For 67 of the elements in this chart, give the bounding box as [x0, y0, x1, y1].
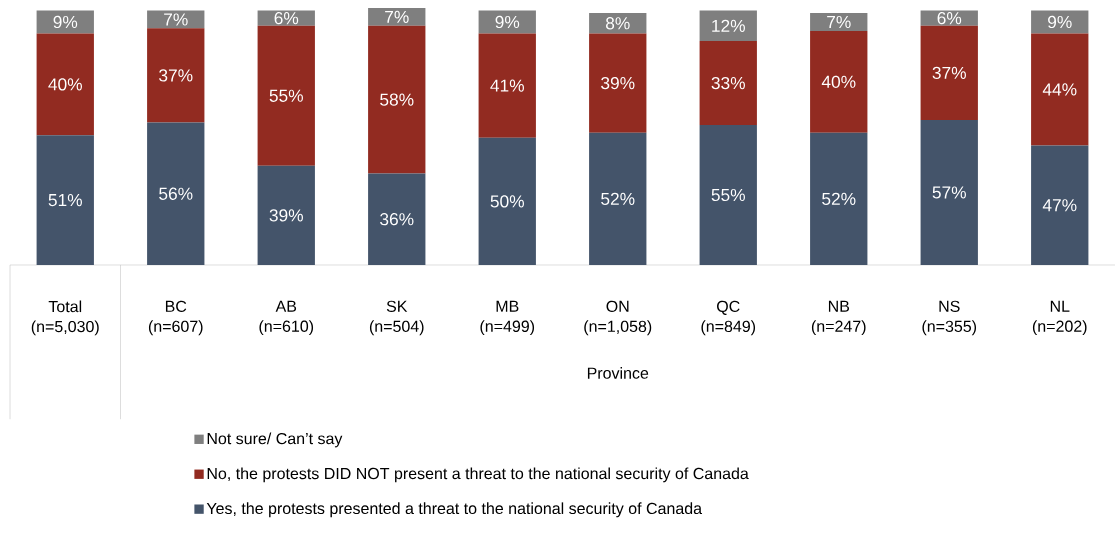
bar — [257, 165, 315, 265]
data-label: 6% — [274, 12, 299, 25]
data-label: 41% — [490, 79, 524, 92]
data-label: 44% — [1042, 83, 1077, 96]
bar — [147, 122, 205, 265]
bar — [920, 119, 978, 265]
bar — [257, 25, 315, 166]
bar — [478, 33, 536, 138]
bar — [699, 10, 757, 42]
bar — [589, 33, 647, 133]
x-tick-label: ON (n=1,058) — [584, 300, 652, 336]
x-tick-label: QC (n=849) — [701, 300, 756, 336]
data-label: 33% — [711, 76, 745, 90]
bar — [810, 132, 868, 265]
bar — [478, 137, 536, 265]
data-label: 55% — [269, 89, 303, 102]
data-label: 47% — [1042, 199, 1077, 212]
x-tick-label: NS (n=355) — [922, 300, 977, 336]
bar — [368, 173, 426, 265]
data-label: 12% — [712, 19, 745, 32]
bar — [699, 125, 757, 265]
data-label: 7% — [385, 10, 409, 23]
bar — [1031, 33, 1089, 146]
legend-label: Yes, the protests presented a threat to the national security of Canada — [206, 502, 703, 518]
data-label: 9% — [53, 15, 78, 29]
data-label: 37% — [159, 69, 193, 82]
data-label: 37% — [932, 66, 966, 80]
x-tick-label: Total (n=5,030) — [31, 300, 99, 336]
bar — [810, 13, 868, 31]
x-tick-label: SK (n=504) — [369, 300, 424, 336]
data-label: 7% — [164, 13, 188, 26]
bar — [810, 30, 868, 133]
bar — [920, 25, 978, 120]
bar — [368, 25, 426, 174]
data-label: 9% — [495, 15, 520, 29]
bar — [36, 135, 94, 265]
x-tick-label: NB (n=247) — [811, 300, 866, 336]
data-label: 56% — [159, 187, 193, 200]
bar — [147, 28, 205, 123]
bar — [699, 41, 757, 126]
data-label: 9% — [1048, 15, 1072, 29]
data-label: 40% — [821, 75, 856, 88]
x-tick-label: AB (n=610) — [259, 300, 314, 336]
data-label: 51% — [48, 194, 82, 207]
legend-label: Not sure/ Can’t say — [207, 432, 343, 448]
bar — [589, 132, 647, 265]
data-label: 52% — [601, 192, 635, 205]
data-label: 58% — [380, 93, 414, 106]
bar — [368, 7, 426, 26]
data-label: 39% — [269, 209, 303, 222]
data-label: 8% — [605, 17, 630, 30]
text: Province — [587, 367, 649, 379]
data-label: 39% — [601, 76, 635, 90]
legend-label: No, the protests DID NOT present a threat to the national security of Canada — [207, 467, 749, 483]
bar — [1031, 145, 1089, 265]
data-label: 52% — [822, 192, 856, 205]
data-label: 55% — [711, 188, 745, 202]
data-label: 7% — [827, 15, 851, 29]
data-label: 40% — [48, 78, 82, 91]
data-label: 50% — [490, 195, 524, 208]
data-label: 36% — [380, 213, 414, 226]
data-label: 6% — [937, 12, 962, 25]
x-tick-label: MB (n=499) — [480, 300, 535, 336]
x-tick-label: BC (n=607) — [148, 300, 203, 336]
data-label: 57% — [932, 186, 966, 199]
bar — [36, 33, 94, 136]
x-tick-label: NL (n=202) — [1032, 300, 1087, 336]
